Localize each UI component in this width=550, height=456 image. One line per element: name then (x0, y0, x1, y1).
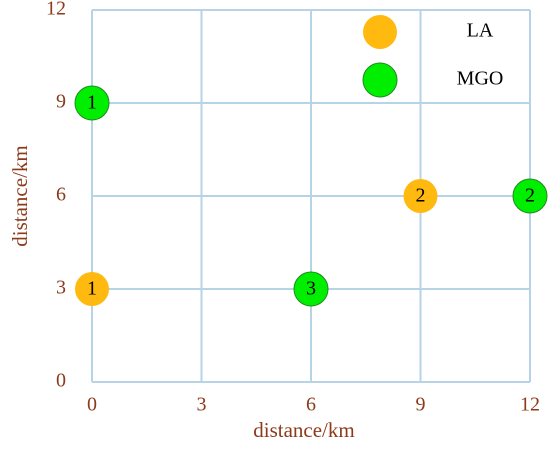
y-tick-label: 6 (56, 184, 66, 206)
x-tick-label: 0 (87, 394, 97, 416)
point-label: 1 (87, 278, 97, 300)
point (75, 272, 109, 306)
y-tick-label: 3 (56, 277, 66, 299)
point (293, 271, 329, 307)
legend-label: LA (467, 20, 494, 42)
point (512, 178, 548, 214)
legend-marker (362, 62, 398, 98)
point-label: 1 (87, 92, 97, 114)
y-tick-label: 0 (56, 370, 66, 392)
y-axis-label: distance/km (8, 145, 32, 246)
x-tick-label: 3 (197, 394, 207, 416)
point (74, 85, 110, 121)
point-label: 3 (306, 278, 316, 300)
x-tick-label: 9 (416, 394, 426, 416)
point (403, 179, 438, 213)
point-label: 2 (416, 185, 426, 207)
legend-marker (363, 15, 397, 49)
y-tick-label: 9 (56, 91, 66, 113)
x-tick-label: 6 (306, 394, 316, 416)
x-axis-label: distance/km (253, 418, 354, 442)
point-label: 2 (525, 185, 535, 207)
y-tick-label: 12 (46, 0, 66, 20)
legend-label: MGO (457, 68, 504, 90)
x-tick-label: 12 (520, 394, 540, 416)
